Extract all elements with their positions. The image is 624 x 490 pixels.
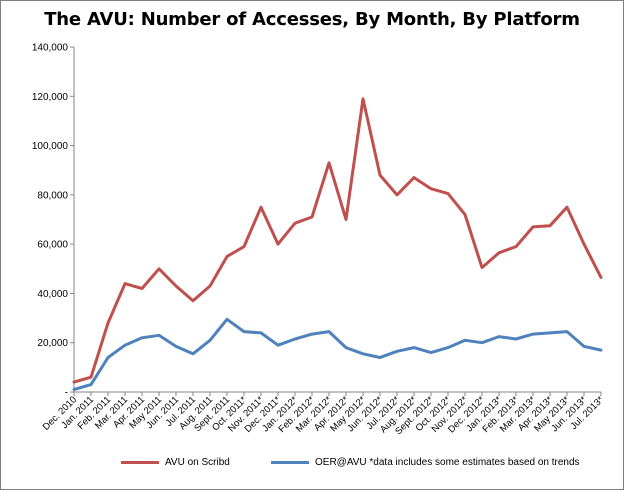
series-1-point	[446, 346, 450, 349]
series-0-point	[310, 215, 314, 219]
series-1-point	[531, 332, 535, 336]
series-1-point	[259, 331, 263, 335]
series-1-point	[191, 352, 195, 356]
series-1-point	[293, 337, 297, 341]
series-1-point	[429, 351, 433, 354]
series-1-point	[480, 341, 484, 344]
series-0-point	[242, 245, 246, 248]
series-1-point	[344, 346, 348, 349]
series-1-point	[310, 332, 314, 336]
series-0-point	[89, 376, 93, 379]
series-1-point	[106, 356, 110, 359]
series-0-point	[106, 321, 110, 325]
series-1-point	[548, 331, 552, 335]
series-0-point	[344, 218, 348, 221]
series-1-point	[174, 345, 178, 348]
series-0-point	[174, 284, 178, 288]
series-0-point	[412, 176, 416, 179]
series-0-point	[599, 276, 603, 279]
series-1-point	[412, 346, 416, 349]
legend-item-oer-avu: OER@AVU *data includes some estimates ba…	[271, 457, 580, 468]
series-0-point	[378, 173, 382, 177]
y-tick-label: -	[65, 388, 68, 399]
series-1-point	[361, 352, 365, 356]
y-tick-label: 80,000	[37, 190, 68, 201]
series-1-point	[378, 356, 382, 359]
series-1-point	[565, 330, 569, 333]
series-0-point	[361, 97, 365, 100]
series-1-point	[242, 330, 246, 333]
series-1-point	[72, 388, 76, 391]
series-0-point	[225, 255, 229, 258]
series-1-point	[395, 350, 399, 353]
legend-label-avu-scribd: AVU on Scribd	[165, 457, 230, 468]
series-0-point	[548, 224, 552, 227]
series-1-point	[582, 345, 586, 348]
series-0-point	[140, 287, 144, 290]
series-0-point	[191, 299, 195, 303]
series-0-point	[429, 187, 433, 190]
y-tick-label: 60,000	[37, 240, 68, 251]
legend-label-oer-avu: OER@AVU *data includes some estimates ba…	[315, 457, 580, 468]
series-0-point	[293, 221, 297, 225]
series-1-point	[140, 336, 144, 339]
series-1-point	[225, 318, 229, 321]
series-0-point	[446, 192, 450, 195]
series-0-point	[259, 205, 263, 209]
y-tick-label: 140,000	[32, 43, 69, 54]
y-tick-label: 120,000	[32, 92, 69, 103]
series-0-point	[582, 242, 586, 246]
series-0-point	[123, 282, 127, 285]
legend-swatch-avu-scribd	[121, 461, 159, 464]
series-0-point	[276, 242, 280, 246]
chart-title: The AVU: Number of Accesses, By Month, B…	[44, 9, 580, 30]
y-tick-label: 100,000	[32, 141, 69, 152]
series-1-point	[463, 339, 467, 342]
series-0-point	[480, 266, 484, 269]
legend-item-avu-scribd: AVU on Scribd	[121, 457, 230, 468]
series-0-point	[497, 251, 501, 254]
series-0-point	[395, 193, 399, 197]
series-0-point	[157, 267, 161, 270]
series-0-point	[531, 225, 535, 229]
series-0-point	[514, 245, 518, 248]
y-tick-label: 40,000	[37, 289, 68, 300]
series-0-point	[327, 161, 331, 165]
series-1-point	[123, 343, 127, 347]
series-0-point	[208, 284, 212, 288]
series-0-point	[72, 380, 76, 384]
series-1-point	[327, 330, 331, 333]
series-line-0	[72, 97, 603, 384]
series-1-point	[276, 343, 280, 347]
series-1-point	[157, 334, 161, 337]
series-1-point	[89, 383, 93, 386]
series-0-point	[565, 205, 569, 209]
series-1-point	[497, 335, 501, 338]
series-line-1	[72, 317, 603, 391]
legend-swatch-oer-avu	[271, 461, 309, 464]
y-tick-label: 20,000	[37, 338, 68, 349]
series-1-point	[514, 337, 518, 341]
series-1-point	[599, 348, 603, 352]
series-1-point	[208, 339, 212, 342]
series-0-point	[463, 213, 467, 216]
